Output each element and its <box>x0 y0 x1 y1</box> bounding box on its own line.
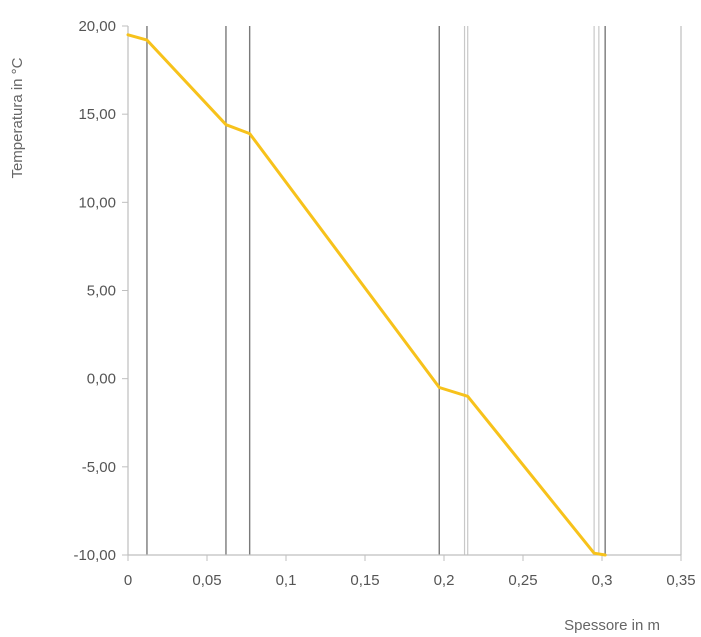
y-tick-label-5: -5,00 <box>82 459 116 476</box>
x-tick-label-7: 0,35 <box>666 572 695 589</box>
y-tick-label-2: 10,00 <box>78 194 116 211</box>
x-tick-label-4: 0,2 <box>434 572 455 589</box>
tick-labels: 20,00 15,00 10,00 5,00 0,00 -5,00 -10,00 0 0,05 0… <box>73 18 695 589</box>
x-tick-label-2: 0,1 <box>276 572 297 589</box>
y-tick-label-4: 0,00 <box>87 371 116 388</box>
y-axis-label: Temperatura in °C <box>9 57 26 178</box>
layer-boundaries <box>146 26 606 555</box>
temperature-line-0 <box>126 33 607 557</box>
x-tick-label-5: 0,25 <box>508 572 537 589</box>
x-tick-label-6: 0,3 <box>592 572 613 589</box>
axes <box>122 25 682 561</box>
y-tick-label-3: 5,00 <box>87 283 116 300</box>
x-tick-label-3: 0,15 <box>350 572 379 589</box>
x-tick-label-0: 0 <box>124 572 132 589</box>
series-group <box>126 33 607 557</box>
x-axis-label: Spessore in m <box>564 617 660 634</box>
y-tick-label-0: 20,00 <box>78 18 116 35</box>
y-tick-label-1: 15,00 <box>78 106 116 123</box>
x-tick-label-1: 0,05 <box>192 572 221 589</box>
y-tick-label-6: -10,00 <box>73 547 116 564</box>
